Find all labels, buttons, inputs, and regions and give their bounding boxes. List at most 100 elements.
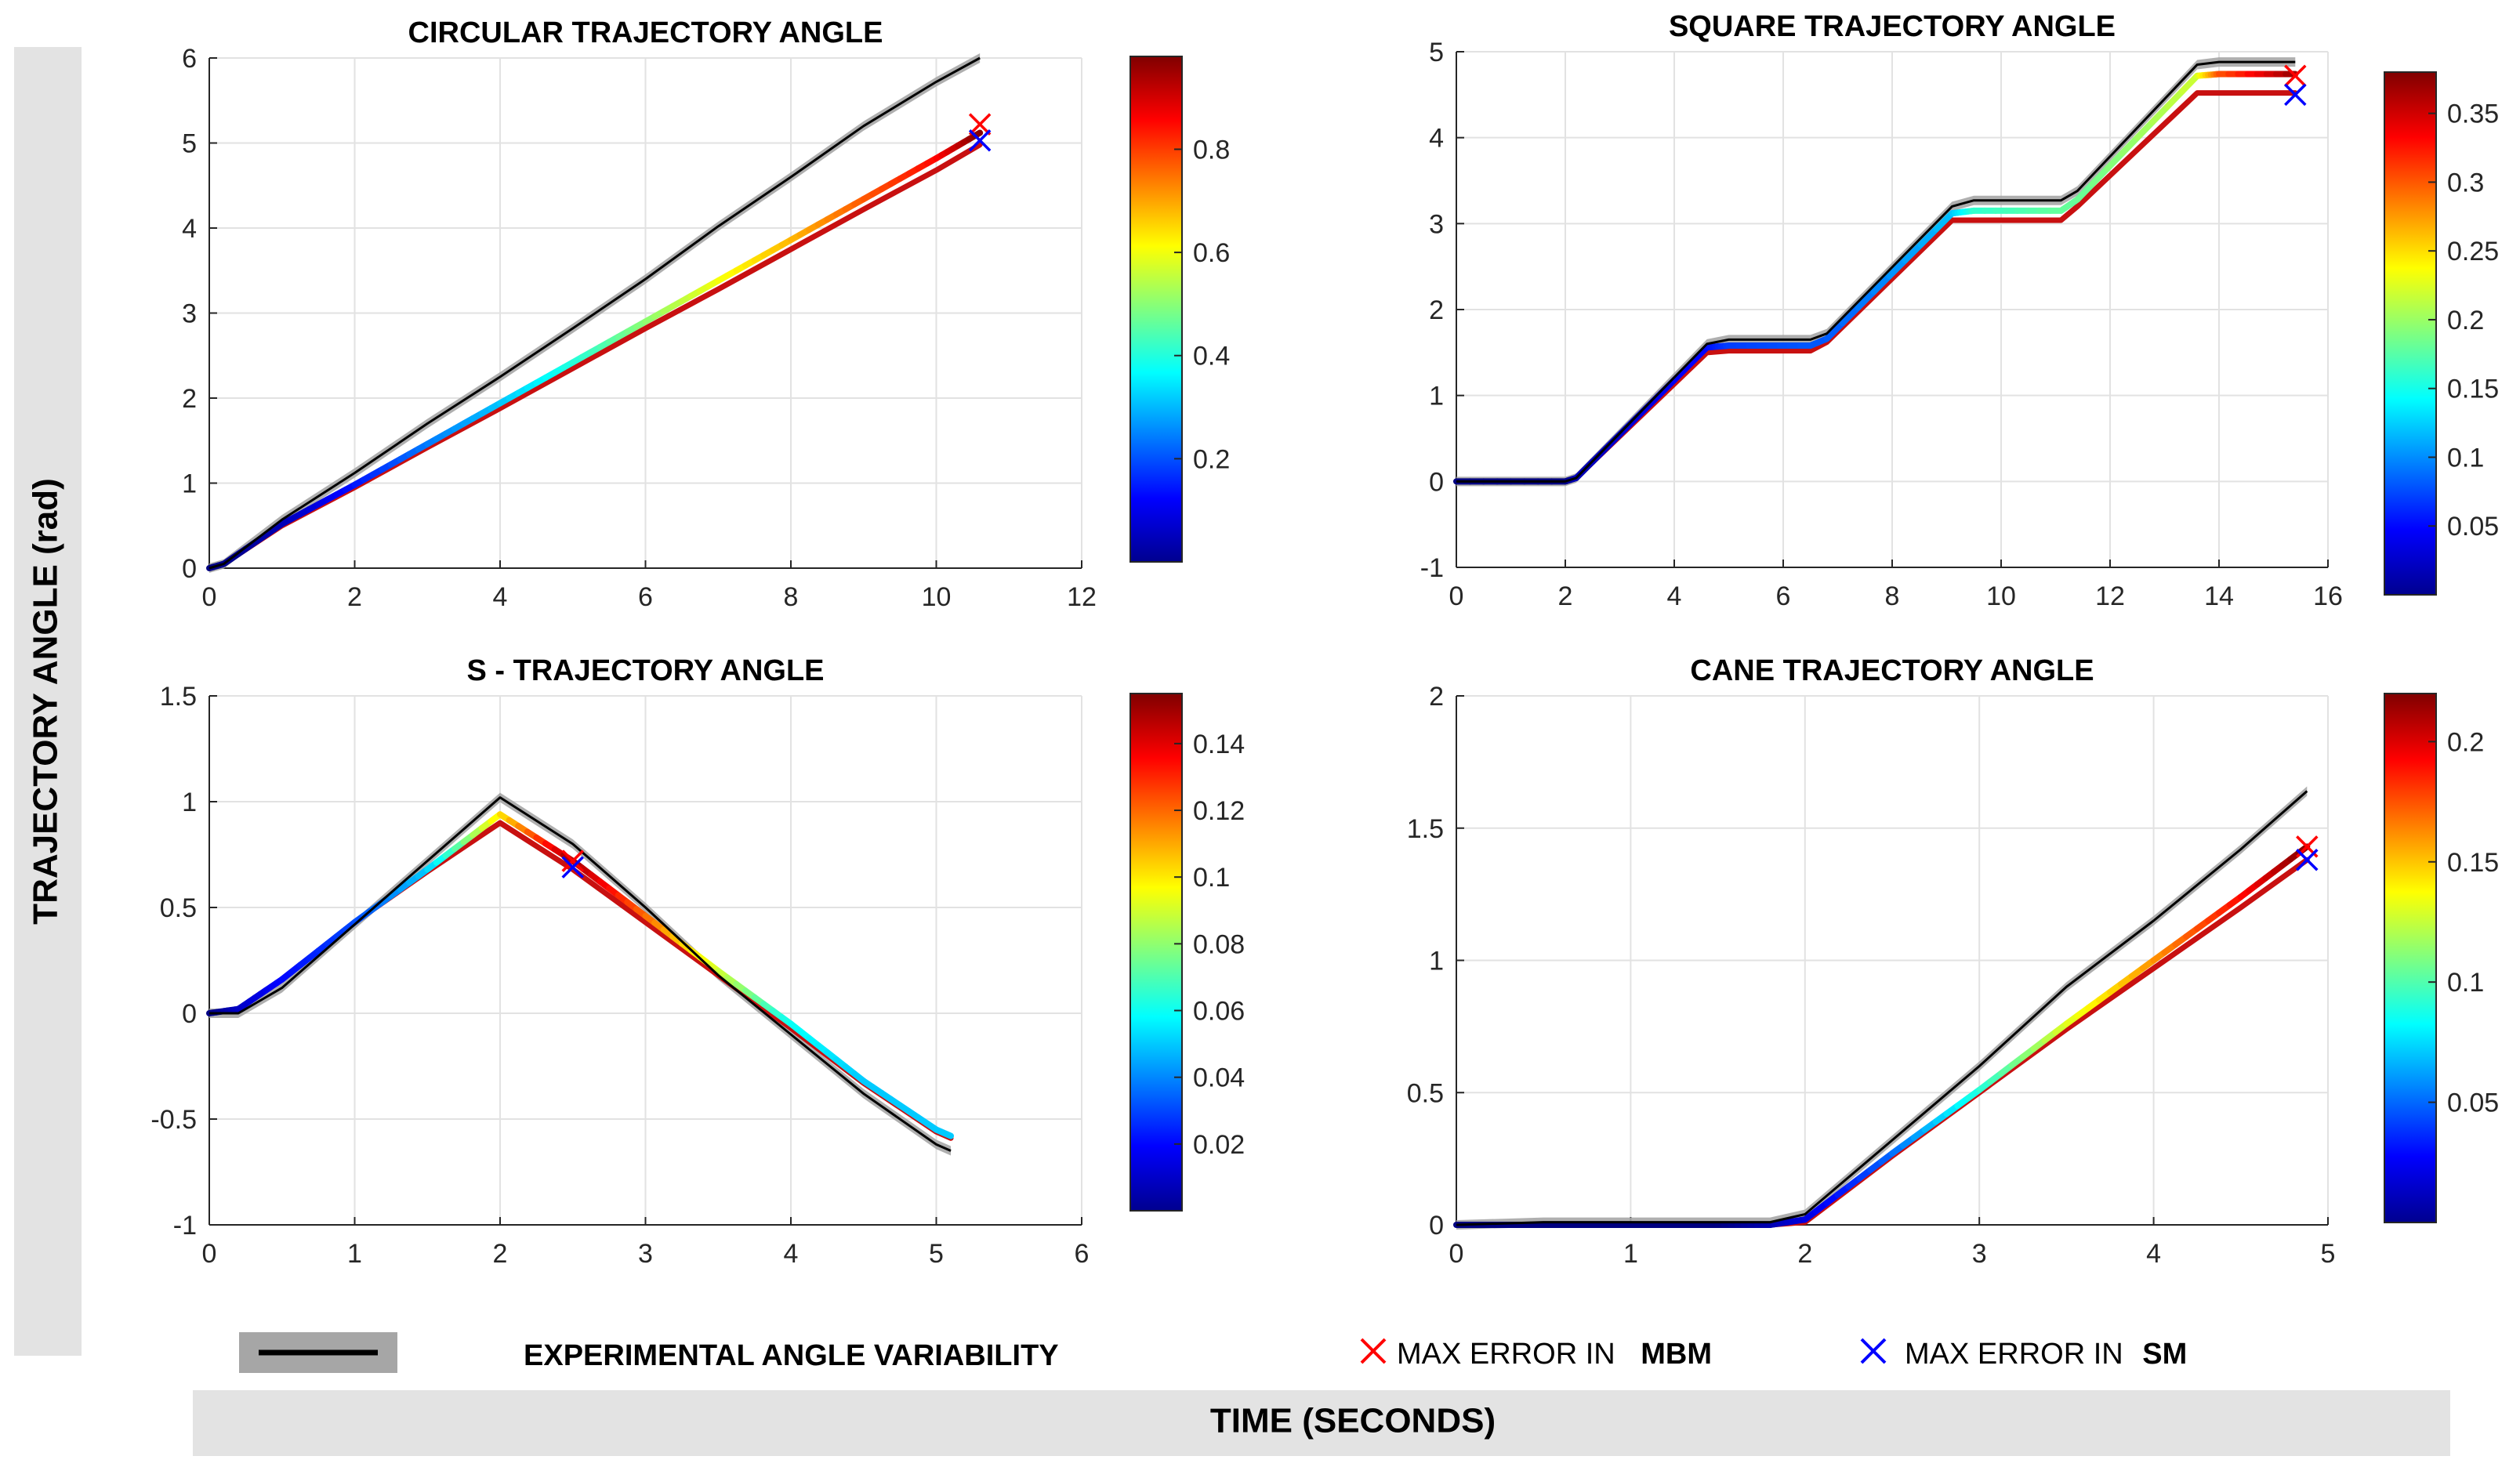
y-tick-label: 0 <box>1429 1211 1444 1241</box>
colorbar-tick-label: 0.2 <box>1193 444 1230 474</box>
model-line-segment <box>2119 134 2141 157</box>
y-tick-label: -1 <box>1420 553 1444 583</box>
model-line-segment <box>1933 210 1956 233</box>
x-tick-label: 2 <box>347 582 362 612</box>
y-tick-label: 1 <box>182 788 197 817</box>
y-tick-label: 4 <box>1429 124 1444 154</box>
mbm-max-error-marker-stroke <box>2284 64 2307 87</box>
x-tick-label: 5 <box>929 1239 944 1269</box>
y-tick-label: 0 <box>182 554 197 584</box>
colorbar-tick-label: 0.15 <box>2447 848 2499 878</box>
legend-sm-prefix: MAX ERROR IN <box>1905 1338 2123 1371</box>
colorbar-tick-label: 0.35 <box>2447 100 2499 129</box>
subplot-3: 0 1 2 3 4 5 6 -1 -0.5 0 0.5 1 1.5 S - TRAJECTORY ANGL… <box>150 654 1245 1269</box>
x-tick-label: 10 <box>1986 581 2016 611</box>
colorbar-tick-label: 0.3 <box>2447 168 2484 197</box>
model-line-segment <box>1671 360 1694 383</box>
legend: EXPERIMENTAL ANGLE VARIABILITY MAX ERROR… <box>239 1332 2187 1373</box>
colorbar-tick-label: 0.1 <box>2447 443 2484 473</box>
colorbar-tick-label: 0.02 <box>1193 1130 1245 1160</box>
colorbar-tick-label: 0.15 <box>2447 375 2499 404</box>
model-line-segment <box>1917 226 1940 248</box>
experimental-line <box>1456 60 2296 483</box>
legend-sm-marker <box>1860 1338 1887 1364</box>
model-line-segment <box>2163 88 2186 110</box>
legend-sm-label: MAX ERROR IN SM <box>1905 1338 2187 1371</box>
y-tick-label: 1.5 <box>160 682 197 712</box>
y-tick-label: 0.5 <box>1407 1078 1444 1108</box>
colorbar-tick-label: 0.12 <box>1193 796 1245 826</box>
x-tick-label: 12 <box>2095 581 2125 611</box>
colorbar-tick-label: 0.04 <box>1193 1063 1245 1093</box>
y-tick-label: 1 <box>1429 382 1444 411</box>
model-line-segment <box>1855 288 1877 311</box>
x-tick-label: 14 <box>2204 581 2234 611</box>
sm-max-error-marker-stroke <box>2296 849 2319 871</box>
legend-mbm-label: MAX ERROR IN MBM <box>1397 1338 1712 1371</box>
legend-variability-label: EXPERIMENTAL ANGLE VARIABILITY <box>524 1339 1059 1372</box>
ylabel-bar <box>14 47 82 1356</box>
y-tick-label: 3 <box>1429 209 1444 239</box>
model-line-segment <box>2134 118 2156 141</box>
xlabel-bar <box>193 1390 2450 1456</box>
x-tick-label: 3 <box>1972 1239 1987 1269</box>
colorbar-tick-label: 0.8 <box>1193 135 1230 165</box>
x-tick-label: 0 <box>1449 1239 1464 1269</box>
model-line-segment <box>2074 180 2096 203</box>
model-line-segment <box>1839 304 1862 327</box>
colorbar-tick-label: 0.2 <box>2447 306 2484 335</box>
sm-max-error-marker <box>2296 849 2319 871</box>
y-tick-label: 1.5 <box>1407 814 1444 844</box>
mbm-max-error-marker <box>561 849 584 872</box>
legend-mbm-prefix: MAX ERROR IN <box>1397 1338 1615 1371</box>
chart-title: CIRCULAR TRAJECTORY ANGLE <box>408 16 883 49</box>
x-tick-label: 0 <box>202 1239 217 1269</box>
x-tick-label: 4 <box>1667 581 1682 611</box>
x-tick-label: 0 <box>202 582 217 612</box>
y-tick-label: -1 <box>173 1211 197 1241</box>
x-tick-label: 2 <box>1797 1239 1812 1269</box>
mbm-max-error-marker-stroke <box>561 849 584 872</box>
model-line-segment <box>2089 165 2111 187</box>
y-tick-label: -0.5 <box>150 1105 197 1135</box>
y-tick-label: 2 <box>182 384 197 414</box>
model-line-segment <box>1886 257 1909 280</box>
x-tick-label: 3 <box>638 1239 653 1269</box>
model-line-segment <box>1902 241 1924 264</box>
x-tick-label: 0 <box>1449 581 1464 611</box>
sm-max-error-marker <box>2284 83 2307 107</box>
model-line-segment <box>1638 393 1662 416</box>
model-line-segment <box>2148 103 2170 125</box>
x-tick-label: 6 <box>638 582 653 612</box>
colorbar <box>1129 693 1183 1212</box>
chart-title: SQUARE TRAJECTORY ANGLE <box>1669 10 2116 43</box>
sm-max-error-marker <box>968 129 992 152</box>
sm-max-error-marker-stroke <box>2284 83 2307 107</box>
model-line-segment <box>1655 376 1677 400</box>
y-tick-label: 0 <box>1429 467 1444 497</box>
chart-title: S - TRAJECTORY ANGLE <box>466 654 824 687</box>
x-tick-label: 8 <box>784 582 799 612</box>
sm-max-error-marker <box>561 856 584 878</box>
mbm-max-error-marker <box>968 113 992 136</box>
model-line-segment <box>1823 320 1846 342</box>
colorbar-tick-label: 0.05 <box>2447 512 2499 542</box>
experimental-line <box>1456 790 2308 1226</box>
y-tick-label: 0.5 <box>160 893 197 923</box>
x-tick-label: 1 <box>1623 1239 1638 1269</box>
figure-ylabel: TRAJECTORY ANGLE (rad) <box>27 478 65 925</box>
x-tick-label: 4 <box>2146 1239 2161 1269</box>
y-tick-label: 1 <box>182 469 197 499</box>
sm-max-error-marker-stroke <box>968 129 992 152</box>
sm-max-error-marker-stroke <box>561 856 584 878</box>
experimental-line <box>209 796 952 1152</box>
x-tick-label: 4 <box>784 1239 799 1269</box>
x-tick-label: 2 <box>493 1239 508 1269</box>
y-tick-label: 6 <box>182 44 197 74</box>
y-tick-label: 0 <box>182 999 197 1029</box>
colorbar <box>2384 693 2437 1223</box>
x-tick-label: 6 <box>1776 581 1791 611</box>
